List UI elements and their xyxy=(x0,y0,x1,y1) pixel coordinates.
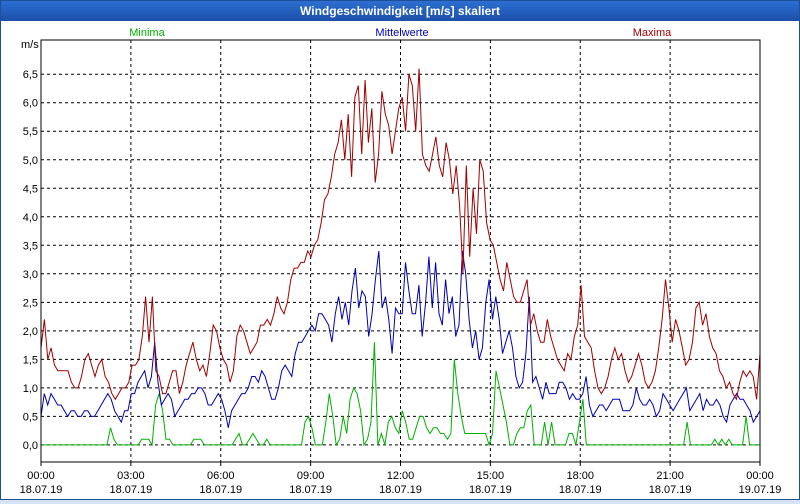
wind-speed-chart: m/s 0,0 0,5 1,0 1,5 2,0 2,5 3,0 3,5 4,0 4,5 5,0 5,5… xyxy=(20,27,782,496)
y-tick-label: 5,0 xyxy=(23,155,38,167)
x-tick-time: 15:00 xyxy=(477,470,505,482)
y-tick-label: 4,0 xyxy=(23,212,38,224)
y-axis-label: m/s xyxy=(21,39,39,51)
x-tick-time: 00:00 xyxy=(746,470,774,482)
x-tick-date: 18.07.19 xyxy=(469,484,512,496)
x-tick-date: 19.07.19 xyxy=(739,484,782,496)
y-tick-label: 0,0 xyxy=(23,440,38,452)
x-axis-ticks: 00:00 18.07.19 03:00 18.07.19 06:00 18.07.19 0… xyxy=(20,462,782,496)
x-tick-date: 18.07.19 xyxy=(199,484,242,496)
legend-mittelwerte: Mittelwerte xyxy=(375,27,428,39)
legend-minima: Minima xyxy=(129,27,165,39)
x-tick-time: 09:00 xyxy=(297,470,325,482)
x-tick-time: 06:00 xyxy=(207,470,235,482)
x-tick-date: 18.07.19 xyxy=(109,484,152,496)
x-tick-time: 00:00 xyxy=(27,470,55,482)
x-tick-date: 18.07.19 xyxy=(379,484,422,496)
x-tick-date: 18.07.19 xyxy=(289,484,332,496)
y-tick-label: 5,5 xyxy=(23,126,38,138)
legend-maxima: Maxima xyxy=(633,27,672,39)
x-tick-time: 03:00 xyxy=(117,470,145,482)
series-line-maxima xyxy=(40,68,761,401)
y-tick-label: 3,0 xyxy=(23,269,38,281)
chart-area: m/s 0,0 0,5 1,0 1,5 2,0 2,5 3,0 3,5 4,0 4,5 5,0 5,5… xyxy=(1,21,799,499)
y-tick-label: 0,5 xyxy=(23,411,38,423)
y-axis-ticks: 0,0 0,5 1,0 1,5 2,0 2,5 3,0 3,5 4,0 4,5 5,0 5,5 6,0 6… xyxy=(23,69,38,452)
plot-frame xyxy=(40,39,761,463)
grid xyxy=(41,40,760,462)
x-tick-time: 18:00 xyxy=(566,470,594,482)
y-tick-label: 3,5 xyxy=(23,240,38,252)
series-line-mittelwerte xyxy=(40,250,761,428)
y-tick-label: 1,0 xyxy=(23,383,38,395)
y-tick-label: 6,5 xyxy=(23,69,38,81)
x-tick-time: 12:00 xyxy=(387,470,415,482)
x-tick-time: 21:00 xyxy=(656,470,684,482)
x-tick-date: 18.07.19 xyxy=(649,484,692,496)
legend: Minima Mittelwerte Maxima xyxy=(129,27,672,39)
y-tick-label: 1,5 xyxy=(23,354,38,366)
window-title: Windgeschwindigkeit [m/s] skaliert xyxy=(1,1,799,21)
x-tick-date: 18.07.19 xyxy=(20,484,63,496)
series-group xyxy=(40,68,761,447)
y-tick-label: 2,0 xyxy=(23,326,38,338)
x-tick-date: 18.07.19 xyxy=(559,484,602,496)
series-line-minima xyxy=(41,342,760,447)
y-tick-label: 6,0 xyxy=(23,98,38,110)
y-tick-label: 2,5 xyxy=(23,297,38,309)
y-tick-label: 4,5 xyxy=(23,183,38,195)
